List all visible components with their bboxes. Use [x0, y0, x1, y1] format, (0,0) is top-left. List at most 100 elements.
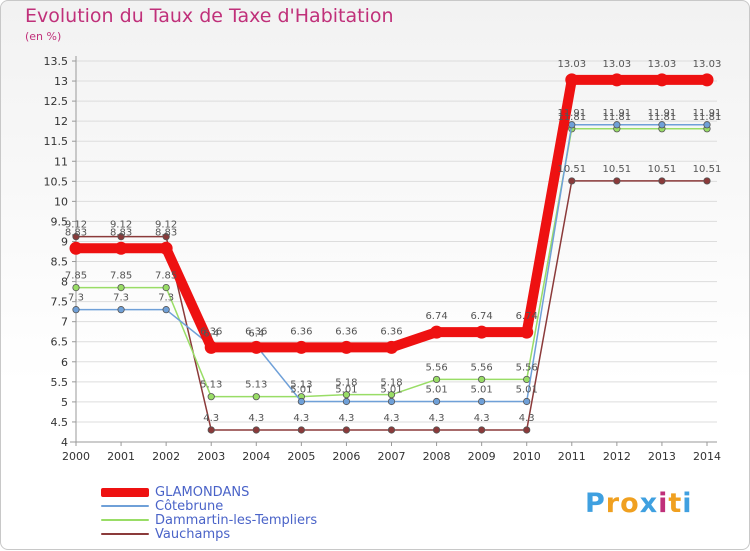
data-point [478, 426, 486, 434]
data-point [432, 397, 441, 406]
data-point [159, 241, 173, 255]
y-tick-label: 12 [54, 115, 68, 128]
chart-unit: (en %) [25, 30, 62, 43]
data-label: 10.51 [557, 164, 586, 175]
data-label: 5.18 [335, 378, 357, 389]
legend-swatch [101, 505, 149, 507]
data-label: 9.12 [110, 220, 132, 231]
y-tick-label: 5.5 [51, 376, 69, 389]
data-point [387, 397, 396, 406]
y-tick-label: 10.5 [44, 175, 69, 188]
data-point [703, 121, 711, 129]
data-point [565, 73, 579, 87]
data-label: 5.01 [425, 384, 447, 395]
x-tick-label: 2000 [62, 450, 90, 463]
data-point [523, 426, 531, 434]
legend-label: GLAMONDANS [155, 484, 250, 500]
data-point [613, 121, 621, 129]
y-tick-label: 10 [54, 195, 68, 208]
data-point [72, 283, 80, 292]
data-label: 4.3 [519, 413, 535, 424]
data-label: 5.56 [471, 362, 493, 373]
y-tick-label: 13.5 [44, 55, 69, 68]
data-label: 8.83 [155, 227, 177, 238]
data-label: 11.81 [648, 112, 677, 123]
data-point [294, 340, 308, 354]
data-label: 4.3 [384, 413, 400, 424]
x-tick-label: 2005 [287, 450, 315, 463]
legend-label: Côtebrune [155, 498, 224, 514]
legend-label: Dammartin-les-Templiers [155, 512, 318, 528]
data-point [475, 325, 489, 339]
legend-swatch [101, 533, 149, 535]
x-tick-label: 2008 [423, 450, 451, 463]
data-point [385, 340, 398, 354]
data-label: 11.91 [648, 108, 677, 119]
y-tick-label: 4.5 [51, 416, 69, 429]
data-label: 6.36 [200, 326, 222, 337]
data-label: 7.85 [65, 271, 87, 282]
data-point [72, 306, 80, 314]
data-point [610, 73, 624, 87]
x-tick-label: 2012 [603, 450, 631, 463]
data-point [207, 393, 215, 401]
data-point [204, 340, 218, 354]
data-label: 5.01 [290, 384, 312, 395]
data-point [342, 426, 351, 434]
data-label: 13.03 [693, 59, 722, 70]
y-tick-label: 7 [61, 316, 68, 329]
data-label: 10.51 [693, 164, 722, 175]
data-point [342, 391, 351, 399]
y-tick-label: 11.5 [44, 135, 69, 148]
data-label: 5.56 [516, 362, 538, 373]
data-point [658, 177, 666, 185]
data-point [342, 397, 351, 406]
data-label: 4.3 [293, 413, 309, 424]
x-tick-label: 2011 [558, 450, 586, 463]
data-label: 7.3 [68, 293, 84, 304]
legend-label: Vauchamps [155, 526, 231, 542]
y-tick-label: 7.5 [51, 296, 69, 309]
data-label: 7.85 [110, 271, 132, 282]
data-label: 13.03 [557, 59, 586, 70]
y-tick-label: 12.5 [44, 95, 69, 108]
legend-item: Côtebrune [101, 498, 317, 514]
legend-item: Vauchamps [101, 526, 317, 542]
data-label: 11.91 [603, 108, 632, 119]
data-label: 7.3 [158, 293, 174, 304]
data-label: 6.4 [203, 329, 219, 340]
data-label: 5.18 [380, 378, 402, 389]
x-tick-label: 2007 [378, 450, 406, 463]
data-point [703, 177, 711, 185]
data-label: 5.01 [516, 384, 538, 395]
data-point [432, 375, 441, 384]
x-tick-label: 2009 [468, 450, 496, 463]
data-point [162, 306, 170, 314]
data-label: 6.74 [516, 311, 538, 322]
data-point [252, 393, 260, 401]
y-tick-label: 11 [54, 155, 68, 168]
data-point [162, 283, 170, 292]
x-tick-label: 2002 [152, 450, 180, 463]
data-point [655, 73, 669, 87]
data-label: 8.83 [110, 227, 132, 238]
data-label: 5.13 [245, 380, 267, 391]
y-tick-label: 4 [61, 436, 68, 449]
data-point [430, 325, 444, 339]
data-label: 13.03 [648, 59, 677, 70]
y-tick-label: 8.5 [51, 256, 69, 269]
data-point [700, 73, 714, 87]
y-tick-label: 13 [54, 75, 68, 88]
data-label: 8.83 [65, 227, 87, 238]
x-tick-label: 2010 [513, 450, 541, 463]
data-point [117, 283, 125, 292]
y-tick-label: 9.5 [51, 215, 69, 228]
data-label: 5.01 [335, 384, 357, 395]
proxiti-logo: Proxiti [585, 488, 693, 519]
data-label: 4.3 [474, 413, 490, 424]
data-point [432, 426, 441, 434]
data-point [69, 241, 83, 255]
x-tick-label: 2003 [197, 450, 225, 463]
data-label: 7.3 [113, 293, 129, 304]
